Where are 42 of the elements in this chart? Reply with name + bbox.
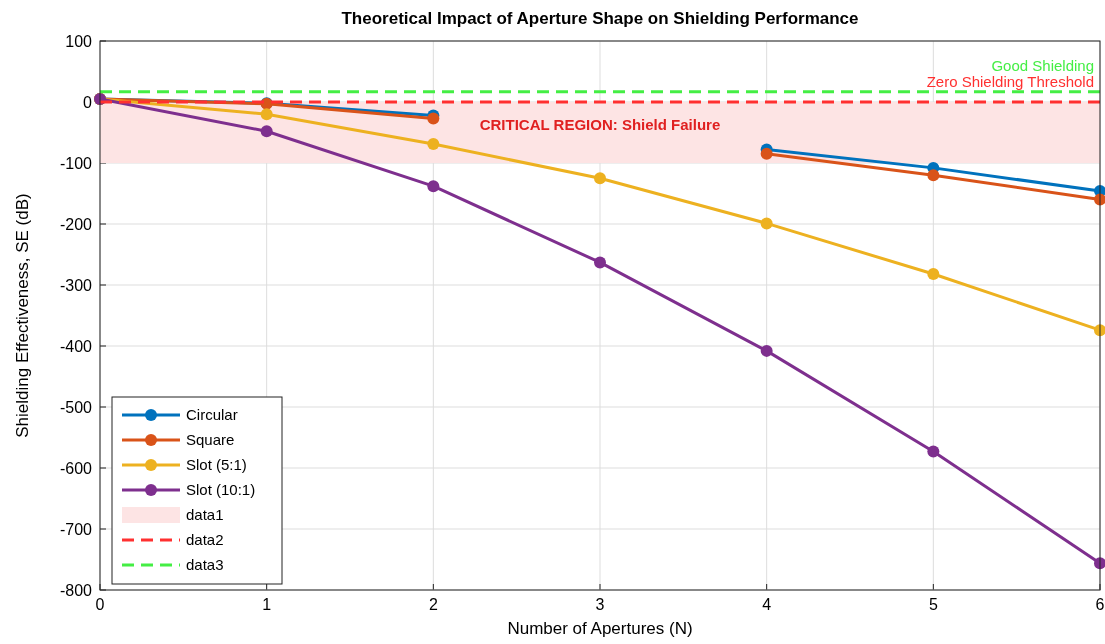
y-tick-label: -400 <box>59 337 93 355</box>
point <box>760 147 773 160</box>
point <box>427 180 440 193</box>
annotation: Good Shielding <box>991 56 1094 74</box>
legend-label: Slot (5:1) <box>186 456 247 474</box>
legend-label: Slot (10:1) <box>186 481 256 499</box>
legend-label: data2 <box>186 531 224 549</box>
x-tick-label: 3 <box>595 596 605 613</box>
x-tick-label: 4 <box>762 596 772 613</box>
y-tick-label: 100 <box>65 32 93 50</box>
point <box>927 169 940 182</box>
y-tick-label: -700 <box>59 520 93 538</box>
x-tick-label: 2 <box>428 596 438 613</box>
chart-title: Theoretical Impact of Aperture Shape on Shielding Performance <box>341 9 859 28</box>
y-tick-label: -200 <box>59 215 93 233</box>
x-tick-label: 0 <box>95 596 105 613</box>
annotation: Zero Shielding Threshold <box>926 73 1094 91</box>
point <box>760 217 773 230</box>
legend-label: Square <box>186 431 235 449</box>
y-tick-label: -300 <box>59 276 93 294</box>
legend-label: data1 <box>186 506 224 524</box>
legend-label: data3 <box>186 556 224 574</box>
y-axis-title: Shielding Effectiveness, SE (dB) <box>13 193 32 438</box>
x-tick-label: 1 <box>262 596 272 613</box>
y-tick-label: -600 <box>59 459 93 477</box>
point <box>260 125 273 138</box>
y-tick-label: -800 <box>59 581 93 599</box>
legend-label: Circular <box>186 406 238 424</box>
x-tick-label: 6 <box>1095 596 1105 613</box>
x-tick-label: 5 <box>928 596 938 613</box>
annotation: CRITICAL REGION: Shield Failure <box>479 116 721 134</box>
y-tick-label: 0 <box>83 93 93 111</box>
point <box>594 172 606 185</box>
y-tick-label: -100 <box>59 154 93 172</box>
point <box>927 445 940 458</box>
point <box>927 268 940 281</box>
point <box>260 108 273 121</box>
x-axis-title: Number of Apertures (N) <box>507 619 693 638</box>
point <box>427 138 440 151</box>
point <box>760 344 773 357</box>
y-tick-label: -500 <box>59 398 93 416</box>
point <box>594 256 606 269</box>
